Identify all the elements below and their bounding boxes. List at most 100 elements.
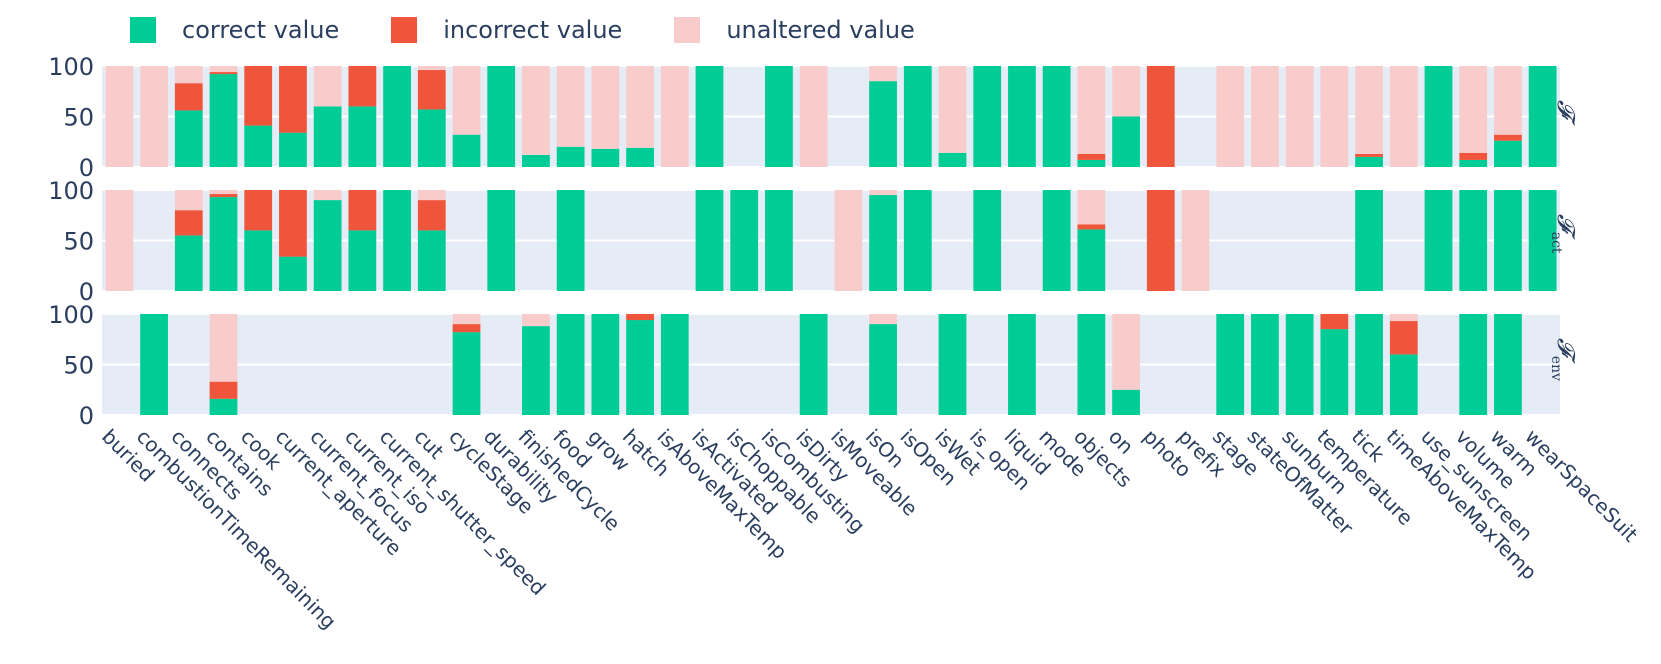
bar-correct-0-mode — [1042, 66, 1071, 167]
ytick-label-2-100: 100 — [48, 301, 94, 329]
bar-correct-0-food — [556, 146, 585, 167]
bar-unaltered-1-connects — [174, 190, 203, 211]
legend-item-correct[interactable]: correct value — [130, 16, 339, 44]
bar-unaltered-2-contains — [209, 314, 238, 382]
bar-correct-1-food — [556, 190, 585, 291]
bar-incorrect-1-contains — [209, 194, 238, 198]
bar-unaltered-1-current_focus — [313, 190, 342, 201]
bar-unaltered-2-isOn — [869, 314, 897, 325]
bar-incorrect-0-contains — [209, 72, 238, 75]
bar-correct-2-warm — [1494, 314, 1522, 415]
legend-swatch-unaltered — [674, 17, 701, 43]
bar-unaltered-0-cut — [417, 66, 446, 71]
bar-correct-1-isOn — [869, 195, 897, 291]
bar-unaltered-0-food — [556, 66, 585, 147]
bar-correct-0-is_open — [973, 66, 1002, 167]
bar-unaltered-0-hatch — [626, 66, 654, 148]
ytick-label-0-0: 0 — [79, 154, 94, 182]
bar-unaltered-0-isAboveMaxTemp — [660, 66, 689, 167]
bar-unaltered-0-grow — [591, 66, 620, 149]
bar-correct-2-on — [1112, 389, 1140, 415]
bar-correct-0-durability — [487, 66, 516, 167]
ytick-label-1-50: 50 — [63, 228, 94, 256]
bar-correct-0-isOpen — [903, 66, 932, 167]
bar-unaltered-0-combustionTimeRemaining — [140, 66, 168, 167]
bar-correct-2-stateOfMatter — [1251, 314, 1279, 415]
bar-correct-0-volume — [1459, 159, 1488, 167]
bar-incorrect-2-cycleStage — [452, 324, 481, 333]
bar-correct-1-is_open — [973, 190, 1002, 291]
bar-correct-1-wearSpaceSuit — [1528, 190, 1557, 291]
bar-correct-1-isCombusting — [765, 190, 793, 291]
bar-correct-0-cut — [417, 109, 446, 167]
bar-correct-2-sunburn — [1285, 314, 1314, 415]
bar-correct-0-current_iso — [348, 106, 377, 167]
legend-label-correct: correct value — [182, 16, 340, 44]
bar-correct-1-current_shutter_speed — [383, 190, 411, 291]
bar-correct-1-connects — [174, 235, 203, 291]
legend-label-incorrect: incorrect value — [443, 16, 623, 44]
bar-unaltered-0-finishedCycle — [522, 66, 550, 155]
ytick-label-1-0: 0 — [79, 278, 94, 306]
bar-unaltered-0-connects — [174, 66, 203, 84]
xtick-label-wearSpaceSuit: wearSpaceSuit — [1520, 424, 1642, 546]
bar-correct-2-isOn — [869, 324, 897, 415]
bar-correct-1-contains — [209, 197, 238, 291]
bar-correct-2-isAboveMaxTemp — [660, 314, 689, 415]
bar-unaltered-2-on — [1112, 314, 1140, 390]
bar-incorrect-1-cut — [417, 200, 446, 231]
bar-correct-0-warm — [1494, 140, 1522, 167]
panel-label-f: 𝓕 — [1552, 100, 1580, 118]
bar-correct-1-current_aperture — [279, 256, 307, 291]
bar-correct-2-objects — [1077, 314, 1106, 415]
bar-unaltered-1-contains — [209, 190, 238, 195]
bar-correct-2-liquid — [1008, 314, 1036, 415]
bar-correct-2-volume — [1459, 314, 1488, 415]
bar-correct-2-isDirty — [799, 314, 828, 415]
bar-correct-1-tick — [1355, 190, 1383, 291]
bar-correct-1-current_iso — [348, 230, 377, 291]
bar-incorrect-0-warm — [1494, 134, 1522, 141]
bar-unaltered-2-finishedCycle — [522, 314, 550, 327]
bar-incorrect-0-cook — [244, 66, 273, 126]
bar-unaltered-0-sunburn — [1285, 66, 1314, 167]
bar-unaltered-0-contains — [209, 66, 238, 73]
bar-correct-0-liquid — [1008, 66, 1036, 167]
bar-correct-1-warm — [1494, 190, 1522, 291]
bar-correct-0-hatch — [626, 147, 654, 167]
bar-correct-2-stage — [1216, 314, 1245, 415]
bar-unaltered-0-isOn — [869, 66, 897, 82]
bar-unaltered-0-cycleStage — [452, 66, 481, 135]
bar-incorrect-1-photo — [1146, 190, 1175, 291]
panel-label-f-env: 𝓕env — [1548, 338, 1580, 381]
bar-correct-2-food — [556, 314, 585, 415]
bar-incorrect-1-connects — [174, 210, 203, 236]
legend-item-unaltered[interactable]: unaltered value — [674, 16, 915, 44]
bar-correct-2-temperature — [1320, 329, 1349, 415]
legend-item-incorrect[interactable]: incorrect value — [391, 16, 622, 44]
ytick-label-0-50: 50 — [63, 104, 94, 132]
bar-incorrect-1-current_iso — [348, 190, 377, 231]
ytick-label-1-100: 100 — [48, 177, 94, 205]
bar-unaltered-0-stateOfMatter — [1251, 66, 1279, 167]
bar-correct-1-isChoppable — [730, 190, 759, 291]
bar-correct-0-isOn — [869, 81, 897, 167]
bar-correct-2-isWet — [938, 314, 967, 415]
bar-correct-0-isActivated — [695, 66, 724, 167]
bar-correct-0-grow — [591, 148, 620, 167]
bar-correct-0-wearSpaceSuit — [1528, 66, 1557, 167]
bar-correct-1-cook — [244, 230, 273, 291]
panel-label-f-act: 𝓕act — [1548, 214, 1580, 254]
bar-incorrect-0-cut — [417, 70, 446, 110]
bar-unaltered-0-timeAboveMaxTemp — [1389, 66, 1418, 167]
bar-correct-1-volume — [1459, 190, 1488, 291]
bar-unaltered-1-buried — [105, 190, 134, 291]
bar-incorrect-2-temperature — [1320, 314, 1349, 330]
bar-correct-1-cut — [417, 230, 446, 291]
bar-correct-0-current_focus — [313, 106, 342, 167]
legend-label-unaltered: unaltered value — [726, 16, 915, 44]
bar-correct-2-contains — [209, 398, 238, 415]
bar-unaltered-0-temperature — [1320, 66, 1349, 167]
bar-correct-1-mode — [1042, 190, 1071, 291]
